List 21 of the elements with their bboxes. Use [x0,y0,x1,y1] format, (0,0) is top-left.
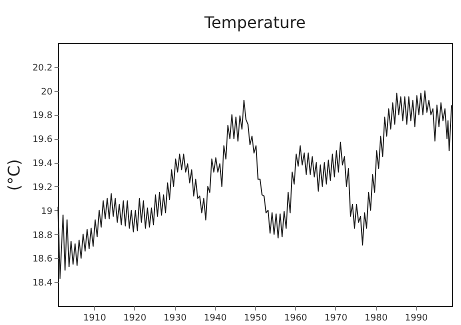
x-tick-label: 1930 [164,314,187,324]
y-axis-title: (°C) [4,159,24,191]
x-tick-label: 1950 [244,314,268,324]
x-tick-label: 1960 [284,314,308,324]
y-tick-label: 19.2 [32,182,52,193]
x-tick-label: 1970 [324,314,348,324]
y-tick-label: 18.6 [32,254,53,265]
chart-title: Temperature [203,13,306,32]
x-tick-label: 1990 [404,314,428,324]
x-tick-label: 1980 [364,314,388,324]
x-tick-label: 1940 [204,314,228,324]
y-tick-label: 19.8 [32,111,53,122]
x-tick-label: 1910 [83,314,106,324]
y-tick-label: 18.4 [32,278,53,289]
x-tick-label: 1920 [123,314,147,324]
y-tick-label: 19 [41,206,53,217]
y-tick-label: 19.6 [32,135,53,146]
y-tick-label: 18.8 [32,230,53,241]
y-tick-label: 20.2 [32,63,52,74]
y-tick-label: 20 [41,87,53,98]
y-tick-label: 19.4 [32,159,53,170]
